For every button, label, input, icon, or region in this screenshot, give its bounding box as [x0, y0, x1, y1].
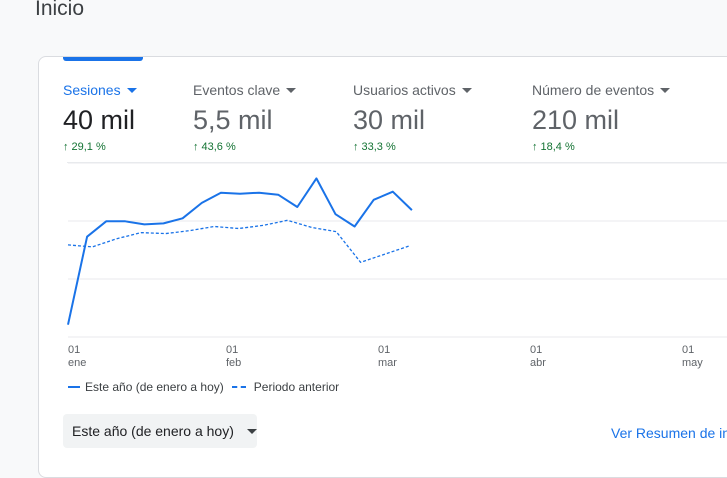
metric-change: 43,6 % [201, 141, 236, 153]
x-tick-day: 01 [68, 344, 80, 356]
x-tick-month: may [682, 357, 703, 369]
series-line-current-year [67, 177, 413, 325]
metric-change: 29,1 % [71, 141, 106, 153]
metric-tab-active-users[interactable]: Usuarios activos 30 mil ↑ 33,3 % [353, 81, 472, 153]
dashed-line-swatch [231, 386, 246, 388]
metric-value: 5,5 mil [193, 105, 273, 135]
legend-label: Este año (de enero a hoy) [85, 380, 224, 394]
metric-label: Número de eventos [532, 82, 655, 98]
solid-line-swatch [68, 386, 80, 388]
x-tick-month: abr [530, 357, 546, 369]
metric-value: 30 mil [353, 105, 426, 135]
legend-label: Periodo anterior [253, 380, 340, 394]
metric-label: Sesiones [63, 82, 121, 98]
date-range-label: Este año (de enero a hoy) [72, 423, 234, 439]
chevron-down-icon[interactable] [126, 88, 137, 93]
active-tab-indicator [63, 57, 143, 61]
series-line-previous-period [67, 219, 410, 263]
x-tick-month: feb [226, 357, 241, 369]
metric-tab-event-count[interactable]: Número de eventos 210 mil ↑ 18,4 % [532, 81, 671, 153]
date-range-dropdown[interactable]: Este año (de enero a hoy) [63, 414, 257, 448]
x-tick-day: 01 [226, 344, 238, 356]
chevron-down-icon[interactable] [461, 88, 472, 93]
chevron-down-icon[interactable] [660, 88, 671, 93]
view-reports-summary-link[interactable]: Ver Resumen de informes [611, 425, 727, 441]
metric-label: Eventos clave [193, 82, 281, 98]
arrow-up-icon: ↑ [63, 141, 69, 153]
x-tick-month: ene [68, 357, 86, 369]
chevron-down-icon [246, 428, 257, 434]
x-tick-day: 01 [378, 344, 390, 356]
chevron-down-icon[interactable] [286, 88, 297, 93]
metric-change: 33,3 % [361, 141, 396, 153]
metric-label: Usuarios activos [353, 82, 456, 98]
metric-value: 40 mil [63, 105, 136, 135]
page-title: Inicio [35, 0, 85, 20]
arrow-up-icon: ↑ [353, 141, 359, 153]
metric-tab-sessions[interactable]: Sesiones 40 mil ↑ 29,1 % [63, 81, 137, 153]
x-tick-month: mar [378, 357, 397, 369]
overview-card: Sesiones 40 mil ↑ 29,1 % Eventos clave 5,… [38, 56, 727, 478]
legend-item-current: Este año (de enero a hoy) [68, 380, 224, 394]
arrow-up-icon: ↑ [532, 141, 538, 153]
x-tick-day: 01 [682, 344, 694, 356]
metric-tab-key-events[interactable]: Eventos clave 5,5 mil ↑ 43,6 % [193, 81, 297, 153]
metric-change: 18,4 % [540, 141, 575, 153]
chart-legend: Este año (de enero a hoy) Periodo anteri… [68, 380, 347, 394]
x-tick-day: 01 [530, 344, 542, 356]
arrow-up-icon: ↑ [193, 141, 199, 153]
legend-item-previous: Periodo anterior [231, 380, 340, 394]
metric-value: 210 mil [532, 105, 620, 135]
